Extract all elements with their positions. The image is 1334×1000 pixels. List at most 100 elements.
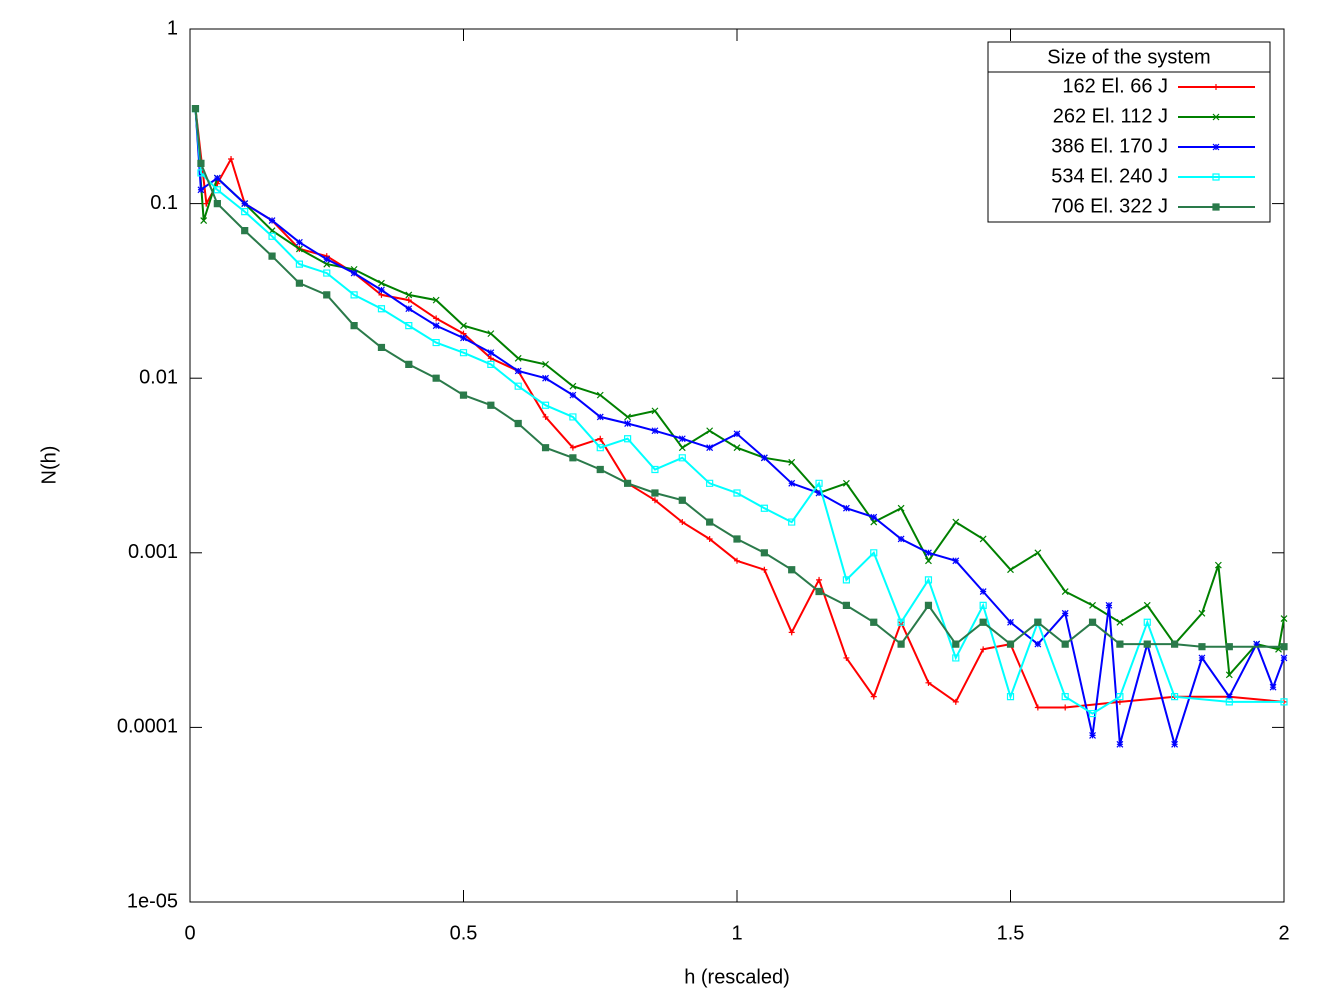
marker [733,430,741,438]
marker [651,489,659,497]
marker [1171,740,1179,748]
marker [651,407,659,415]
marker [1212,173,1220,181]
marker [706,444,714,452]
marker [679,519,686,526]
marker [1198,609,1206,617]
marker [1034,640,1042,648]
marker [350,322,358,330]
marker [197,169,205,177]
marker [1213,84,1219,90]
marker [514,382,522,390]
marker [323,269,331,277]
marker [979,601,987,609]
marker [979,618,987,626]
marker [925,549,932,557]
marker [678,496,686,504]
marker [1143,618,1151,626]
marker [323,260,331,268]
marker [1006,693,1015,701]
marker [541,401,550,409]
marker [1007,618,1014,626]
marker [1105,601,1113,609]
marker [952,698,959,705]
marker [405,360,413,368]
legend-label: 706 El. 322 J [1051,195,1168,217]
marker [405,297,412,304]
marker [678,444,686,452]
marker [460,322,467,330]
marker [541,444,550,452]
marker [460,334,467,342]
marker [897,618,905,626]
marker [979,588,987,595]
marker [1089,731,1096,739]
marker [1171,693,1179,701]
y-tick-label: 1 [167,17,178,39]
marker [1061,609,1069,617]
marker [197,186,205,194]
marker [569,382,577,390]
marker [1269,683,1277,691]
marker [268,227,276,235]
marker [1034,549,1042,557]
marker [542,374,549,382]
marker [1198,654,1206,662]
marker [432,374,440,382]
marker [433,315,440,322]
marker [788,566,796,574]
marker [377,305,386,313]
marker [1062,704,1069,711]
marker [979,535,987,543]
marker [733,444,741,452]
marker [706,518,714,526]
marker [624,435,632,443]
marker [788,479,796,487]
series-line [194,108,1284,715]
marker [706,479,714,487]
marker [897,535,905,543]
marker [1061,588,1069,595]
marker [514,419,522,428]
marker [213,186,221,194]
marker [842,576,850,584]
y-axis-label: N(h) [38,446,60,485]
marker [1253,640,1261,648]
marker [733,535,741,543]
marker [925,679,932,686]
marker [213,174,221,182]
marker [761,566,768,573]
marker [228,156,235,163]
marker [678,435,686,443]
marker [952,518,960,526]
marker [405,322,413,330]
marker [952,640,960,648]
marker [1061,693,1069,701]
marker [815,587,823,596]
marker [432,338,440,347]
marker [268,252,276,260]
marker [760,504,768,512]
marker [1280,615,1288,623]
marker [213,200,221,208]
marker [1088,618,1097,626]
marker [651,465,659,474]
marker [815,489,823,497]
legend-label: 162 El. 66 J [1062,75,1168,97]
marker [897,640,905,648]
marker [241,227,249,235]
marker [487,330,495,338]
marker [760,549,768,557]
marker [323,255,331,263]
marker [459,391,468,399]
x-tick-label: 2 [1278,922,1289,944]
marker [651,427,659,435]
marker [378,279,385,287]
marker [1225,693,1233,701]
marker [842,601,850,609]
marker [1214,561,1222,569]
marker [1034,618,1042,626]
marker [952,654,960,662]
